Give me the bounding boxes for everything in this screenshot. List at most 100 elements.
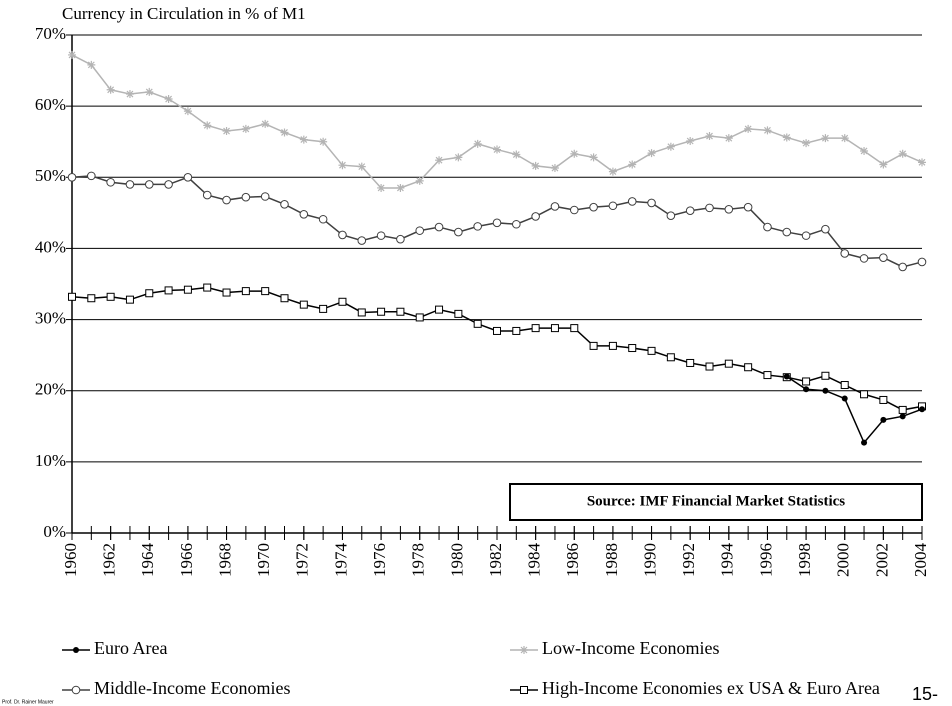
marker (415, 226, 425, 235)
marker (822, 387, 829, 394)
marker (319, 304, 328, 313)
marker (164, 95, 173, 104)
x-tick-label: 1962 (100, 543, 119, 577)
author: Prof. Dr. Rainer Maurer (2, 699, 54, 705)
marker (512, 219, 521, 229)
marker (724, 134, 733, 143)
marker (106, 292, 115, 301)
marker (164, 286, 173, 295)
legend-label: Euro Area (94, 638, 167, 658)
marker (763, 222, 772, 232)
marker (608, 201, 618, 211)
series-line (786, 375, 923, 445)
marker (783, 373, 790, 380)
marker (686, 358, 695, 367)
marker (415, 176, 424, 185)
marker (357, 162, 366, 171)
marker (628, 160, 637, 169)
marker (473, 319, 482, 328)
marker (125, 90, 134, 99)
marker (299, 209, 309, 219)
legend-label: High-Income Economies ex USA & Euro Area (542, 678, 880, 698)
marker (918, 158, 926, 167)
x-tick-label: 1988 (602, 543, 621, 577)
marker (299, 300, 308, 309)
marker (183, 107, 192, 116)
x-tick-label: 2000 (834, 543, 853, 577)
marker (473, 222, 482, 231)
x-tick-label: 1978 (409, 543, 428, 577)
x-tick-label: 1982 (486, 543, 505, 577)
marker (260, 192, 270, 201)
marker (357, 308, 366, 317)
marker (840, 249, 850, 258)
x-tick-label: 1970 (254, 543, 273, 577)
marker (473, 139, 482, 148)
marker (861, 439, 868, 446)
marker (125, 180, 135, 189)
marker (87, 294, 96, 303)
legend-item: Low-Income Economies (510, 638, 719, 658)
marker (338, 161, 347, 170)
x-tick-label: 1984 (525, 543, 544, 578)
marker (763, 126, 772, 135)
marker (589, 153, 598, 162)
marker (821, 371, 830, 380)
marker (841, 395, 848, 402)
marker (569, 205, 579, 215)
marker (435, 305, 444, 314)
marker (705, 203, 714, 213)
marker (782, 133, 791, 142)
source-box (509, 483, 923, 521)
marker (724, 205, 734, 214)
x-tick-label: 1994 (718, 543, 737, 578)
marker (531, 324, 540, 333)
marker (203, 121, 212, 130)
marker (821, 224, 830, 234)
marker (338, 297, 347, 306)
marker (520, 686, 528, 694)
marker (802, 377, 811, 386)
marker (87, 60, 96, 69)
marker (144, 180, 154, 189)
marker (280, 294, 289, 303)
marker (222, 127, 231, 136)
legend-item: Middle-Income Economies (62, 678, 290, 698)
marker (357, 236, 367, 245)
marker (106, 177, 115, 187)
marker (840, 381, 849, 390)
x-tick-label: 1976 (370, 543, 389, 577)
marker (666, 353, 675, 362)
marker (280, 128, 289, 137)
marker (520, 646, 528, 654)
y-tick-label: 50% (35, 166, 66, 185)
marker (261, 119, 270, 128)
marker (685, 206, 695, 216)
marker (570, 324, 579, 333)
y-tick-label: 70% (35, 24, 66, 43)
legend-item: High-Income Economies ex USA & Euro Area (510, 678, 880, 698)
x-tick-label: 1980 (447, 543, 466, 577)
marker (531, 212, 540, 221)
x-tick-label: 1972 (293, 543, 312, 577)
x-tick-label: 1992 (679, 543, 698, 577)
marker (919, 406, 925, 413)
marker (280, 200, 289, 209)
legend-label: Low-Income Economies (542, 638, 719, 658)
marker (898, 149, 907, 158)
marker (608, 167, 617, 176)
marker (183, 285, 192, 294)
marker (183, 172, 193, 182)
marker (705, 132, 714, 141)
marker (666, 142, 675, 151)
marker (203, 283, 212, 292)
marker (396, 234, 405, 244)
marker (899, 413, 906, 420)
marker (145, 289, 154, 298)
marker (744, 363, 753, 372)
legend-label: Middle-Income Economies (94, 678, 290, 698)
series-line (71, 286, 923, 411)
marker (608, 341, 617, 350)
marker (319, 137, 328, 146)
marker (879, 160, 888, 169)
